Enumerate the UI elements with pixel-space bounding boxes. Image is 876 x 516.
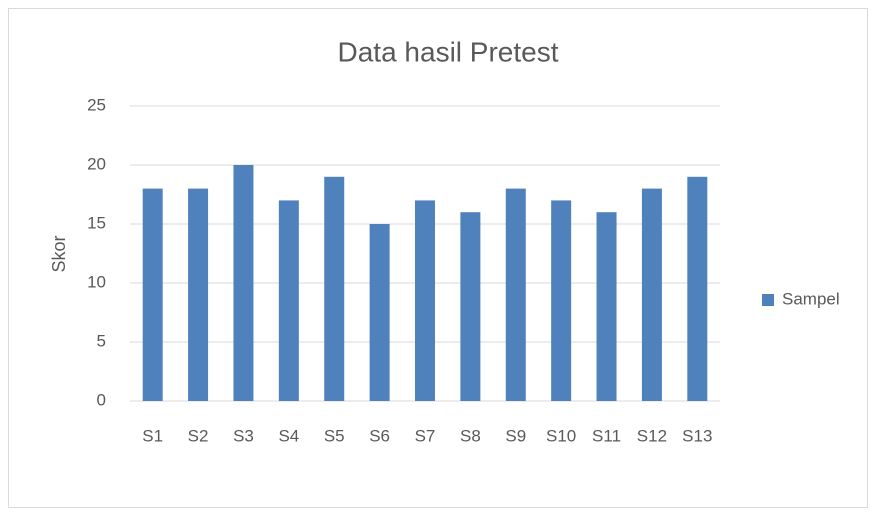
y-tick-label: 5: [97, 331, 106, 350]
x-tick-label: S6: [369, 426, 390, 445]
x-tick-label: S12: [637, 426, 667, 445]
bar: [687, 176, 708, 401]
y-tick-label: 25: [87, 95, 106, 114]
bar: [641, 188, 662, 401]
bar: [596, 212, 617, 401]
legend-swatch: [762, 294, 774, 306]
x-tick-label: S4: [278, 426, 299, 445]
bar: [233, 165, 254, 401]
chart-title: Data hasil Pretest: [338, 36, 559, 67]
y-tick-label: 20: [87, 154, 106, 173]
bar: [505, 188, 526, 401]
bar: [142, 188, 163, 401]
x-tick-label: S2: [188, 426, 209, 445]
x-tick-label: S9: [505, 426, 526, 445]
y-axis-label: Skor: [49, 235, 69, 272]
x-tick-label: S3: [233, 426, 254, 445]
bar: [460, 212, 481, 401]
x-tick-label: S1: [142, 426, 163, 445]
y-tick-label: 10: [87, 272, 106, 291]
bar: [188, 188, 209, 401]
legend-label: Sampel: [782, 289, 840, 308]
x-tick-label: S5: [324, 426, 345, 445]
bar: [415, 200, 435, 401]
bar: [324, 176, 345, 401]
x-tick-label: S11: [592, 426, 621, 445]
chart-border: [8, 8, 868, 508]
x-tick-label: S7: [415, 426, 436, 445]
x-tick-label: S10: [546, 426, 576, 445]
y-tick-label: 0: [97, 390, 106, 409]
x-tick-label: S8: [460, 426, 481, 445]
bar: [551, 200, 572, 401]
y-tick-label: 15: [87, 213, 106, 232]
x-tick-label: S13: [682, 426, 712, 445]
bar: [278, 200, 299, 401]
bar: [369, 224, 390, 401]
